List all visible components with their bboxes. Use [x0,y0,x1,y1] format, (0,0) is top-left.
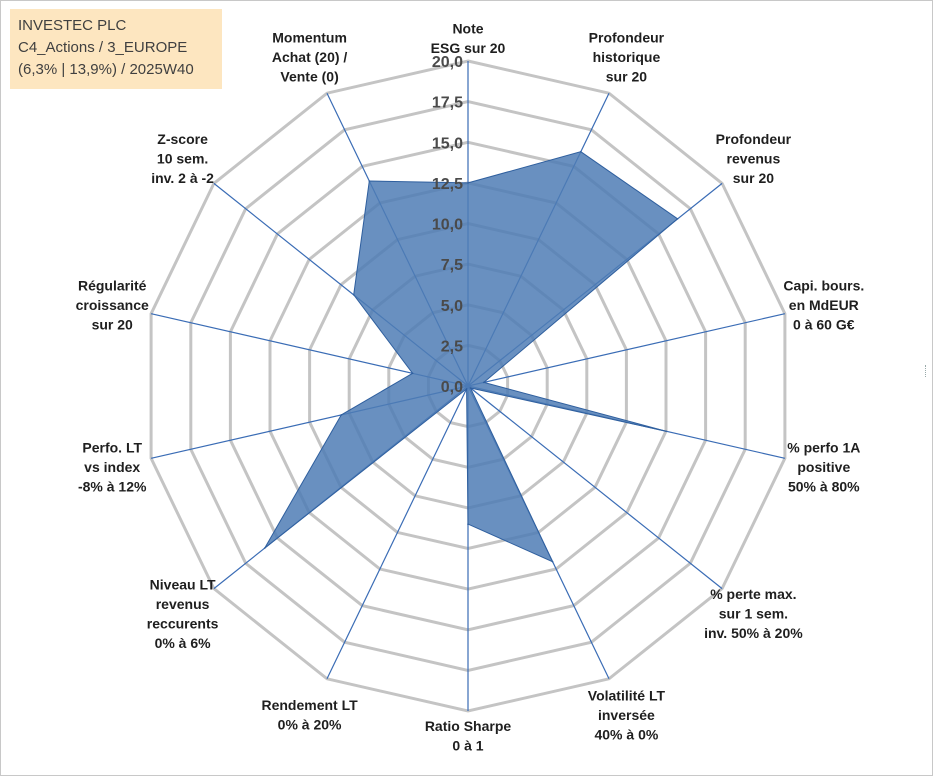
axis-label: Ratio Sharpe 0 à 1 [425,718,512,754]
tick-label: 17,5 [432,95,463,112]
data-point [665,430,667,433]
data-point [411,372,414,375]
axis-label: Momentum Achat (20) / Vente (0) [272,30,348,85]
axis-label: Niveau LT revenus reccurents 0% à 6% [147,576,219,651]
tick-label: 12,5 [432,176,463,193]
data-point [483,381,485,384]
axis-label: Rendement LT 0% à 20% [261,697,358,733]
axis-label: Régularité croissance sur 20 [76,277,149,332]
data-point [676,218,679,220]
axis-label: Profondeur historique sur 20 [589,30,665,85]
radial-tick-labels: 0,0 2,5 5,0 7,5 10,0 12,5 15,0 17,5 20,0 [432,54,463,396]
tick-label: 2,5 [441,338,463,355]
tick-label: 5,0 [441,298,463,315]
radar-spoke [467,385,723,590]
company-name: INVESTEC PLC [18,17,127,34]
data-point [352,294,355,296]
axis-label: Profondeur revenus sur 20 [716,131,792,186]
data-point [469,387,472,389]
data-point [465,388,468,390]
data-point [467,182,469,184]
series-area [264,151,679,563]
tick-label: 7,5 [441,257,463,274]
axis-label: % perte max. sur 1 sem. inv. 50% à 20% [704,586,803,641]
axis-label: Note ESG sur 20 [431,21,506,57]
data-point [263,547,266,549]
data-point [580,150,582,153]
data-point [368,180,371,182]
title-box: INVESTEC PLC C4_Actions / 3_EUROPE (6,3%… [10,9,222,89]
radar-spoke [467,313,786,387]
axis-label: Z-score 10 sem. inv. 2 à -2 [151,131,214,186]
axis-label: Perfo. LT vs index -8% à 12% [78,440,147,495]
axis-label: Capi. bours. en MdEUR 0 à 60 G€ [783,277,864,332]
data-point [467,523,469,525]
axis-label: % perfo 1A positive 50% à 80% [787,440,860,495]
axis-labels: Note ESG sur 20 Profondeur historique sur 20… [76,21,865,754]
tick-label: 10,0 [432,217,463,234]
perf-week-line: (6,3% | 13,9%) / 2025W40 [18,61,194,78]
data-point [551,560,554,563]
resize-handle [925,365,930,377]
category-line: C4_Actions / 3_EUROPE [18,39,188,56]
tick-label: 20,0 [432,54,463,71]
tick-label: 15,0 [432,135,463,152]
axis-label: Volatilité LT inversée 40% à 0% [588,687,666,742]
data-point [340,414,343,416]
radar-spoke [326,385,469,680]
tick-label: 0,0 [441,379,463,396]
radar-series [263,150,679,563]
